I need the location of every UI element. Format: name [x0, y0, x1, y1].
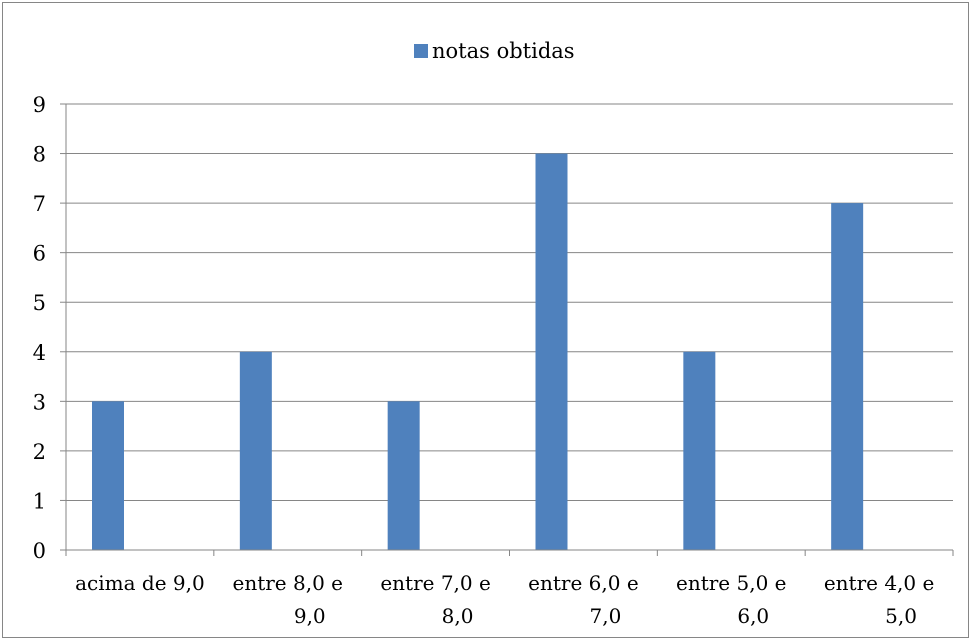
y-tick-label-6: 6 [33, 242, 46, 266]
legend: notas obtidas [414, 39, 575, 63]
bar-1 [92, 401, 124, 550]
bar-2 [239, 351, 272, 550]
x-tick-label-2-line-1: entre 8,0 e [232, 571, 343, 595]
gridlines [66, 103, 953, 501]
y-tick-label-7: 7 [33, 192, 46, 216]
x-tick-label-3-line-1: entre 7,0 e [380, 571, 491, 595]
x-tick-label-1-line-1: acima de 9,0 [75, 571, 205, 595]
legend-label-notas-obtidas: notas obtidas [432, 39, 575, 63]
y-tick-label-4: 4 [33, 341, 46, 365]
y-tick-label-2: 2 [33, 440, 46, 464]
x-tick-label-2-line-2: 9,0 [294, 604, 326, 628]
x-tick-label-5-line-2: 6,0 [737, 604, 769, 628]
x-tick-label-6-line-1: entre 4,0 e [824, 571, 935, 595]
y-tick-label-3: 3 [33, 390, 46, 414]
y-tick-label-9: 9 [33, 93, 46, 117]
bar-4 [535, 153, 568, 551]
x-tick-label-6-line-2: 5,0 [885, 604, 917, 628]
x-tick-label-4-line-1: entre 6,0 e [528, 571, 639, 595]
y-tick-label-0: 0 [33, 539, 46, 563]
x-tick-label-5-line-1: entre 5,0 e [676, 571, 787, 595]
x-tick-label-3-line-2: 8,0 [442, 604, 474, 628]
bar-3 [387, 401, 420, 550]
y-tick-label-1: 1 [33, 489, 46, 513]
x-tick-labels: acima de 9,0 entre 8,0 e 9,0 entre 7,0 e 8,0… [75, 571, 934, 628]
bars [92, 153, 864, 551]
y-tick-labels: 0 1 2 3 4 5 6 7 8 9 [33, 93, 46, 563]
legend-swatch-notas-obtidas [414, 44, 428, 58]
y-tick-label-8: 8 [33, 143, 46, 167]
bar-5 [683, 351, 716, 550]
bar-6 [831, 203, 864, 550]
y-tick-label-5: 5 [33, 291, 46, 315]
x-tick-label-4-line-2: 7,0 [590, 604, 622, 628]
axes [60, 103, 954, 556]
